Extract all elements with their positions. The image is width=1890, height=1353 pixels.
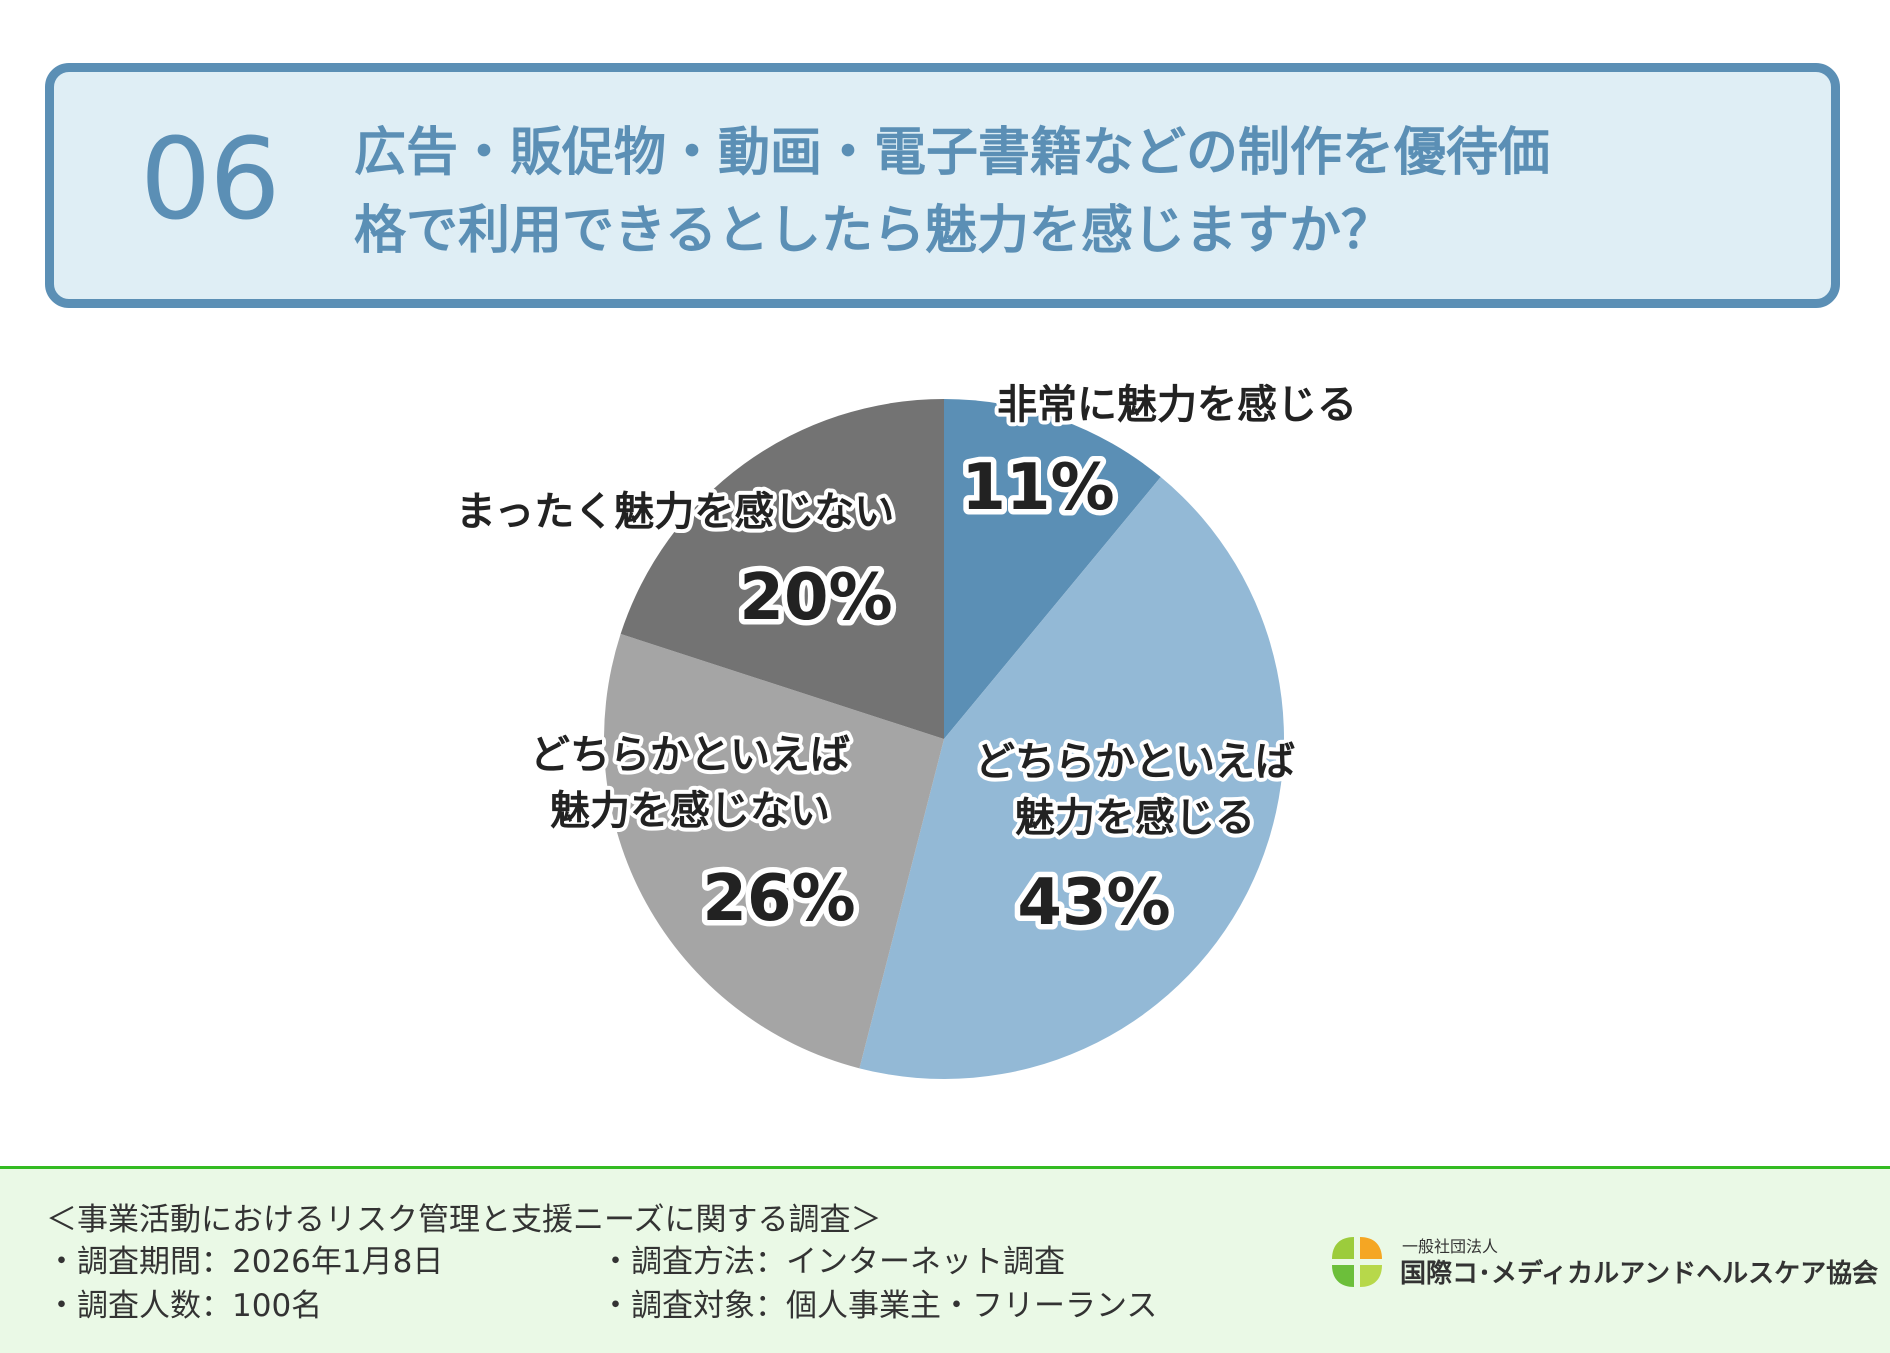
question-number: 06 xyxy=(140,115,281,245)
slice-label-somewhat-attractive-2: 魅力を感じる xyxy=(1015,795,1255,841)
pie-chart: 非常に魅力を感じる 11% どちらかといえば 魅力を感じる 43% どちらかとい… xyxy=(455,382,1357,1079)
question-text: 広告・販促物・動画・電子書籍などの制作を優待価 格で利用できるとしたら魅力を感じ… xyxy=(354,114,1550,270)
organization-name: 国際コ･メディカルアンドヘルスケア協会 xyxy=(1400,1259,1879,1289)
question-line-1: 広告・販促物・動画・電子書籍などの制作を優待価 xyxy=(354,123,1551,183)
slice-label-somewhat-unattractive-2: 魅力を感じない xyxy=(550,788,830,834)
slice-value-somewhat-unattractive: 26% xyxy=(702,862,855,936)
slice-value-not-attractive: 20% xyxy=(739,561,892,635)
pie-slices xyxy=(604,399,1284,1079)
slice-label-very-attractive: 非常に魅力を感じる xyxy=(997,382,1357,428)
pie-slice-1 xyxy=(944,399,1161,739)
pie-slice-4 xyxy=(620,399,944,739)
survey-footer: ＜事業活動におけるリスク管理と支援ニーズに関する調査＞ ・調査期間：2026年1… xyxy=(0,1166,1890,1353)
slice-label-not-attractive: まったく魅力を感じない xyxy=(456,489,894,535)
survey-count: ・調査人数：100名 xyxy=(46,1288,323,1324)
slice-value-very-attractive: 11% xyxy=(961,451,1114,525)
pie-slice-3 xyxy=(604,633,944,1069)
slice-label-somewhat-attractive-1: どちらかといえば xyxy=(975,739,1295,785)
slice-label-somewhat-unattractive-1: どちらかといえば xyxy=(530,732,850,778)
survey-method: ・調査方法：インターネット調査 xyxy=(600,1244,1065,1280)
organization-prefix: 一般社団法人 xyxy=(1402,1237,1499,1256)
survey-target: ・調査対象：個人事業主・フリーランス xyxy=(600,1288,1158,1324)
survey-title: ＜事業活動におけるリスク管理と支援ニーズに関する調査＞ xyxy=(46,1202,882,1238)
question-line-2: 格で利用できるとしたら魅力を感じますか？ xyxy=(354,201,1393,261)
slice-value-somewhat-attractive: 43% xyxy=(1017,866,1170,940)
survey-period: ・調査期間：2026年1月8日 xyxy=(46,1244,444,1280)
organization-logo-icon xyxy=(1332,1237,1382,1287)
pie-slice-2 xyxy=(859,477,1284,1079)
question-box: 06 広告・販促物・動画・電子書籍などの制作を優待価 格で利用できるとしたら魅力… xyxy=(45,63,1840,308)
